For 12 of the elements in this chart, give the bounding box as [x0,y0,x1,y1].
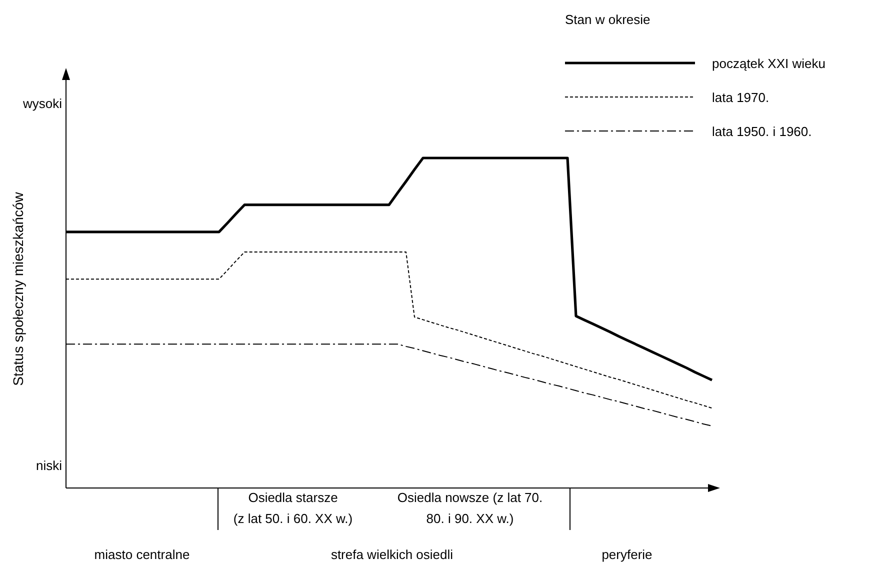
text: miasto centralne [94,547,190,562]
text: peryferie [602,547,652,562]
text: lata 1950. i 1960. [712,124,812,139]
text: niski [36,458,62,473]
text: lata 1970. [712,90,770,105]
text: wysoki [22,96,62,111]
legend-title: Stan w okresie [565,12,650,27]
text: Osiedla nowsze (z lat 70. 80. i 90. XX w.) [397,490,543,526]
text: początek XXI wieku [712,56,826,71]
text: strefa wielkich osiedli [330,547,454,562]
text: Osiedla starsze (z lat 50. i 60. XX w.) [233,490,353,526]
y-axis-title: Status społeczny mieszkańców [10,191,26,386]
